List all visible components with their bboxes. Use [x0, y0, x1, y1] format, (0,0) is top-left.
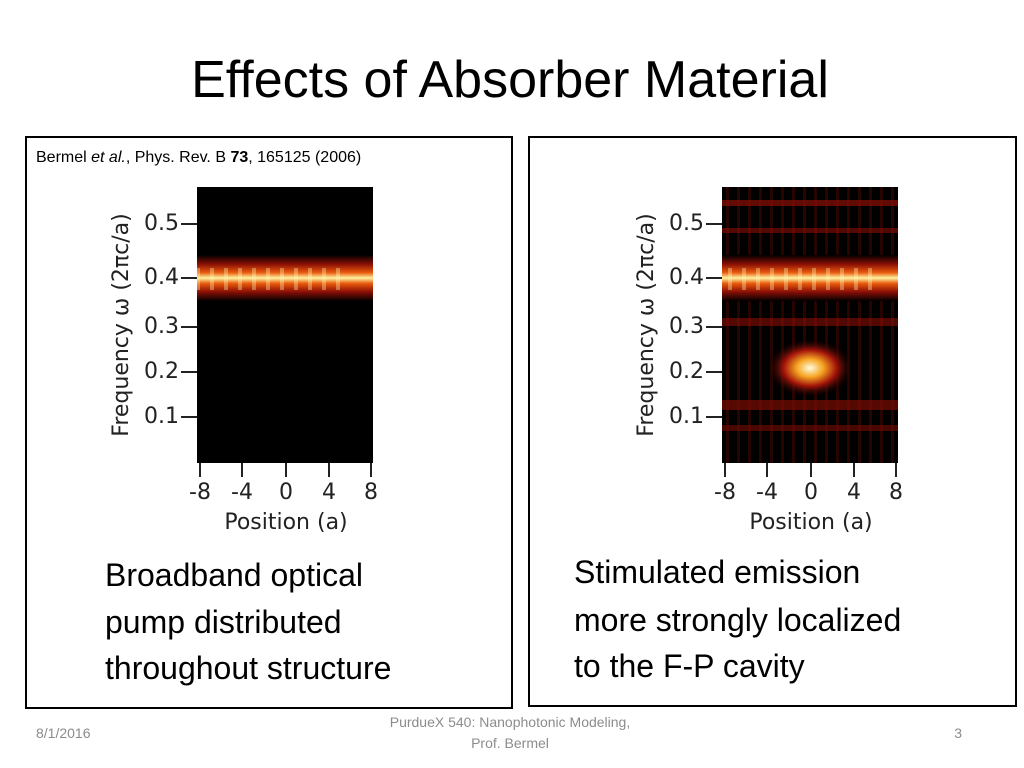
x-tick-label: -8 [714, 480, 736, 505]
x-tick-label: -8 [189, 480, 211, 505]
footer-course: Prof. Bermel [471, 735, 549, 751]
x-tick-label: 8 [364, 480, 378, 505]
footer-course: PurdueX 540: Nanophotonic Modeling, [390, 714, 631, 730]
citation-etal: et al. [91, 149, 126, 166]
y-tick-label: 0.2 [669, 359, 704, 384]
citation-journal: , Phys. Rev. B [126, 149, 231, 166]
x-tick-label: -4 [231, 480, 253, 505]
y-tick-label: 0.1 [144, 404, 179, 429]
y-tick-label: 0.5 [144, 211, 179, 236]
y-tick-label: 0.4 [144, 265, 179, 290]
left-heatmap [197, 187, 373, 463]
caption-line: Stimulated emission [574, 554, 860, 590]
x-tick-label: 8 [889, 480, 903, 505]
x-tick-label: 0 [279, 480, 293, 505]
right-panel-frame [528, 136, 1017, 707]
x-tick-label: 4 [322, 480, 336, 505]
caption-line: throughout structure [105, 650, 391, 686]
y-tick-label: 0.3 [669, 314, 704, 339]
x-tick-label: 4 [847, 480, 861, 505]
y-tick-label: 0.5 [669, 211, 704, 236]
x-tick-label: -4 [756, 480, 778, 505]
y-tick-label: 0.1 [669, 404, 704, 429]
left-panel-frame [25, 136, 513, 709]
citation-author: Bermel [36, 149, 91, 166]
footer-date: 8/1/2016 [36, 725, 91, 741]
y-axis-label: Frequency ω (2πc/a) [109, 213, 134, 436]
slide-title: Effects of Absorber Material [191, 51, 829, 109]
citation: Bermel et al., Phys. Rev. B 73, 165125 (… [36, 149, 361, 166]
right-heatmap [722, 187, 898, 463]
citation-volume: 73 [230, 149, 248, 166]
y-tick-label: 0.4 [669, 265, 704, 290]
caption-line: more strongly localized [574, 602, 901, 638]
x-axis-label: Position (a) [224, 510, 347, 535]
y-tick-label: 0.3 [144, 314, 179, 339]
citation-rest: , 165125 (2006) [248, 149, 361, 166]
caption-line: pump distributed [105, 604, 342, 640]
y-tick-label: 0.2 [144, 359, 179, 384]
footer-page: 3 [954, 725, 962, 741]
dynamic-layer: 0.5 0.4 0.3 0.2 0.1 -8 -4 0 4 8 Position (a) Freque… [36, 211, 962, 751]
y-axis-label: Frequency ω (2πc/a) [634, 213, 659, 436]
x-axis-label: Position (a) [749, 510, 872, 535]
caption-line: Broadband optical [105, 557, 363, 593]
caption-line: to the F-P cavity [574, 648, 805, 684]
x-tick-label: 0 [804, 480, 818, 505]
